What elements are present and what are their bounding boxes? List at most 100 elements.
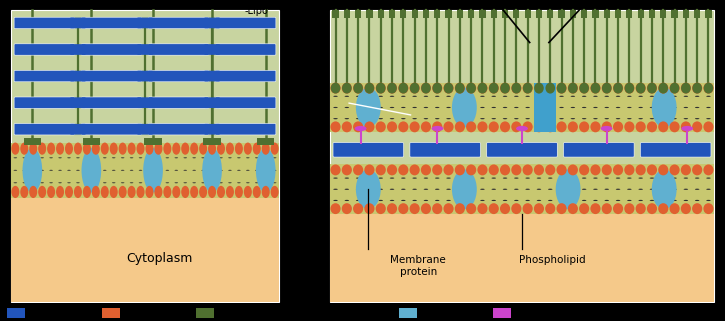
Ellipse shape: [154, 143, 162, 155]
Ellipse shape: [636, 121, 646, 132]
Ellipse shape: [435, 200, 439, 201]
Ellipse shape: [681, 82, 691, 94]
Ellipse shape: [534, 82, 544, 94]
Ellipse shape: [157, 157, 160, 158]
Ellipse shape: [398, 164, 408, 175]
Ellipse shape: [492, 200, 496, 201]
Ellipse shape: [466, 82, 476, 94]
Ellipse shape: [94, 182, 98, 183]
Ellipse shape: [148, 182, 152, 183]
Ellipse shape: [47, 186, 55, 198]
Ellipse shape: [165, 170, 169, 171]
Ellipse shape: [270, 143, 278, 155]
Ellipse shape: [526, 200, 530, 201]
Ellipse shape: [602, 82, 612, 94]
Ellipse shape: [398, 121, 408, 132]
Ellipse shape: [74, 186, 82, 198]
Ellipse shape: [652, 88, 676, 127]
Ellipse shape: [398, 82, 408, 94]
Ellipse shape: [571, 189, 575, 190]
FancyBboxPatch shape: [204, 71, 220, 82]
Ellipse shape: [435, 189, 439, 190]
Ellipse shape: [672, 96, 677, 97]
Ellipse shape: [12, 186, 20, 198]
Ellipse shape: [390, 189, 394, 190]
Ellipse shape: [103, 170, 107, 171]
Ellipse shape: [219, 157, 223, 158]
Ellipse shape: [466, 121, 476, 132]
Ellipse shape: [244, 186, 252, 198]
Ellipse shape: [593, 107, 597, 108]
Ellipse shape: [480, 107, 485, 108]
Ellipse shape: [387, 203, 397, 214]
Ellipse shape: [163, 186, 171, 198]
Ellipse shape: [401, 178, 405, 179]
Ellipse shape: [256, 148, 276, 193]
FancyBboxPatch shape: [148, 124, 209, 135]
Ellipse shape: [401, 200, 405, 201]
Ellipse shape: [511, 82, 521, 94]
Ellipse shape: [435, 178, 439, 179]
Ellipse shape: [469, 96, 473, 97]
Ellipse shape: [356, 189, 360, 190]
Bar: [333, 10, 339, 18]
Bar: [144, 138, 162, 145]
Ellipse shape: [480, 178, 485, 179]
Ellipse shape: [423, 178, 428, 179]
Bar: [525, 10, 531, 18]
Ellipse shape: [557, 203, 567, 214]
Ellipse shape: [571, 107, 575, 108]
Ellipse shape: [20, 143, 28, 155]
Ellipse shape: [500, 203, 510, 214]
Ellipse shape: [447, 107, 451, 108]
Ellipse shape: [534, 82, 544, 94]
Ellipse shape: [376, 203, 386, 214]
FancyBboxPatch shape: [70, 18, 86, 28]
Ellipse shape: [526, 107, 530, 108]
Ellipse shape: [341, 121, 352, 132]
Ellipse shape: [455, 164, 465, 175]
Ellipse shape: [571, 96, 575, 97]
Ellipse shape: [344, 189, 349, 190]
Ellipse shape: [423, 107, 428, 108]
Ellipse shape: [157, 170, 160, 171]
Ellipse shape: [523, 82, 533, 94]
Ellipse shape: [342, 82, 352, 94]
Ellipse shape: [413, 178, 417, 179]
Ellipse shape: [103, 157, 107, 158]
Ellipse shape: [568, 121, 578, 132]
Ellipse shape: [376, 82, 386, 94]
Bar: [0, 303, 725, 321]
Bar: [683, 10, 689, 18]
Ellipse shape: [536, 200, 541, 201]
Ellipse shape: [146, 186, 154, 198]
Ellipse shape: [624, 82, 634, 94]
Ellipse shape: [148, 157, 152, 158]
Ellipse shape: [183, 182, 187, 183]
Bar: [479, 10, 486, 18]
Ellipse shape: [138, 157, 142, 158]
Ellipse shape: [503, 118, 508, 119]
Bar: [513, 10, 519, 18]
Bar: [412, 10, 418, 18]
Ellipse shape: [353, 82, 363, 94]
Ellipse shape: [602, 121, 612, 132]
Ellipse shape: [452, 88, 477, 127]
Ellipse shape: [420, 82, 431, 94]
Bar: [536, 10, 542, 18]
Ellipse shape: [692, 82, 702, 94]
Ellipse shape: [480, 189, 485, 190]
Ellipse shape: [681, 82, 691, 94]
Ellipse shape: [341, 203, 352, 214]
Ellipse shape: [590, 164, 600, 175]
Ellipse shape: [582, 178, 587, 179]
Ellipse shape: [341, 164, 352, 175]
Ellipse shape: [548, 96, 552, 97]
Ellipse shape: [401, 96, 405, 97]
Ellipse shape: [605, 107, 609, 108]
Bar: [615, 10, 621, 18]
Ellipse shape: [334, 200, 338, 201]
Ellipse shape: [670, 82, 679, 94]
Ellipse shape: [74, 143, 82, 155]
Ellipse shape: [639, 178, 643, 179]
